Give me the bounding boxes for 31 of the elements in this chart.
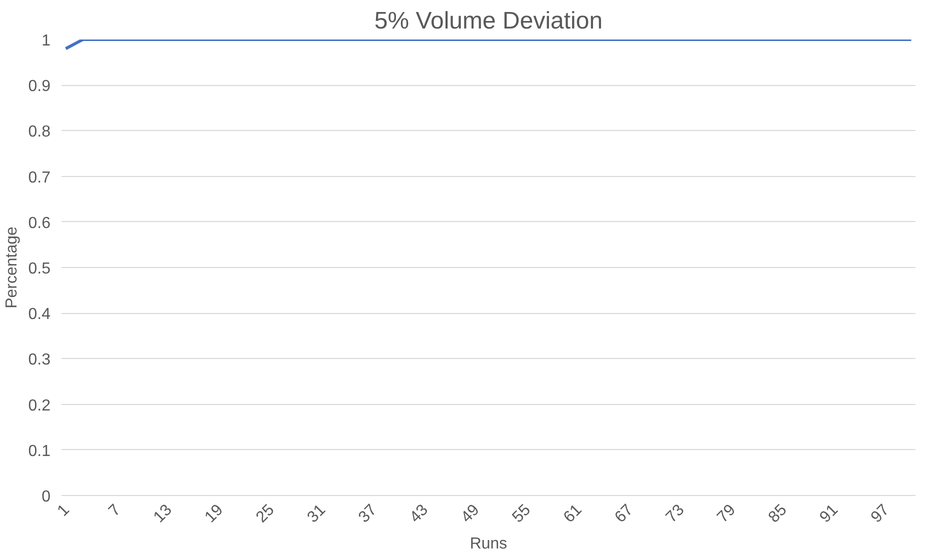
chart-title: 5% Volume Deviation: [374, 8, 603, 34]
x-tick-label: 7: [106, 501, 124, 520]
x-tick-label: 73: [663, 501, 688, 526]
x-tick-label: 85: [766, 501, 790, 526]
y-tick-label: 0.6: [28, 214, 51, 232]
y-tick-label: 0.8: [28, 124, 51, 141]
x-tick-label: 97: [868, 501, 893, 526]
x-tick-label: 43: [406, 501, 432, 526]
y-tick-label: 0.9: [28, 78, 51, 96]
y-tick-label: 0.4: [28, 306, 51, 324]
x-tick-label: 37: [356, 501, 380, 526]
y-tick-label: 0: [42, 488, 51, 506]
x-tick-label: 13: [150, 501, 176, 526]
x-tick-label: 49: [458, 501, 483, 526]
y-tick-label: 1: [42, 32, 51, 50]
y-tick-label: 0.1: [28, 442, 51, 460]
y-tick-label: 0.5: [28, 260, 51, 278]
x-tick-label: 25: [253, 501, 278, 526]
x-axis-title: Runs: [470, 536, 508, 553]
x-tick-label: 31: [304, 501, 330, 526]
y-tick-label: 0.3: [28, 352, 51, 369]
x-tick-label: 61: [560, 501, 586, 526]
x-tick-label: 19: [202, 501, 227, 526]
x-tick-label: 91: [816, 501, 842, 526]
y-tick-label: 0.7: [28, 169, 51, 186]
y-axis-title: Percentage: [3, 226, 20, 308]
x-tick-label: 79: [714, 501, 740, 526]
y-tick-label: 0.2: [28, 397, 51, 414]
x-tick-label: 67: [612, 501, 637, 526]
x-tick-label: 55: [509, 501, 534, 526]
x-tick-label: 1: [54, 501, 73, 520]
